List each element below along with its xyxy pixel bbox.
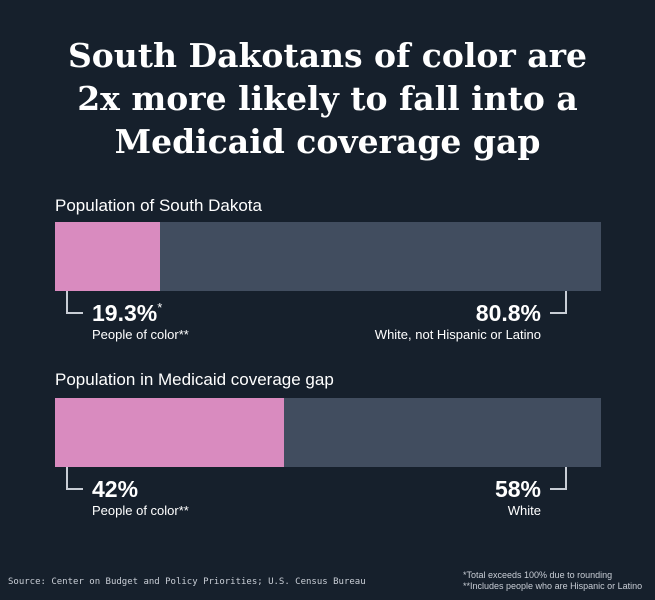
category-label-people-of-color: People of color** — [92, 327, 189, 342]
category-label-white: White — [508, 503, 541, 518]
connector-right — [550, 467, 567, 490]
category-label-people-of-color: People of color** — [92, 503, 189, 518]
connector-right — [550, 291, 567, 314]
category-label-white: White, not Hispanic or Latino — [375, 327, 541, 342]
footnote-marker: * — [157, 300, 162, 315]
bar-segment-people-of-color — [55, 222, 160, 291]
chart-title: South Dakotans of color are 2x more like… — [0, 34, 655, 163]
bar-segment-white — [160, 222, 601, 291]
value-label-people-of-color: 19.3%* — [92, 300, 162, 326]
footnote-hispanic: **Includes people who are Hispanic or La… — [463, 581, 643, 591]
chart-subtitle: Population in Medicaid coverage gap — [55, 370, 334, 389]
title-line: 2x more likely to fall into a — [77, 79, 578, 118]
title-line: Medicaid coverage gap — [114, 122, 541, 161]
bar-segment-people-of-color — [55, 398, 284, 467]
chart-subtitle: Population of South Dakota — [55, 196, 263, 215]
source-note: Source: Center on Budget and Policy Prio… — [8, 577, 366, 587]
footnote-rounding: *Total exceeds 100% due to rounding — [463, 570, 613, 580]
bar-segment-white — [284, 398, 601, 467]
connector-left — [66, 467, 83, 490]
title-line: South Dakotans of color are — [67, 36, 588, 75]
value-label-white: 58% — [495, 476, 541, 502]
value-label-people-of-color: 42% — [92, 476, 138, 502]
value-label-white: 80.8% — [476, 300, 541, 326]
connector-left — [66, 291, 83, 314]
